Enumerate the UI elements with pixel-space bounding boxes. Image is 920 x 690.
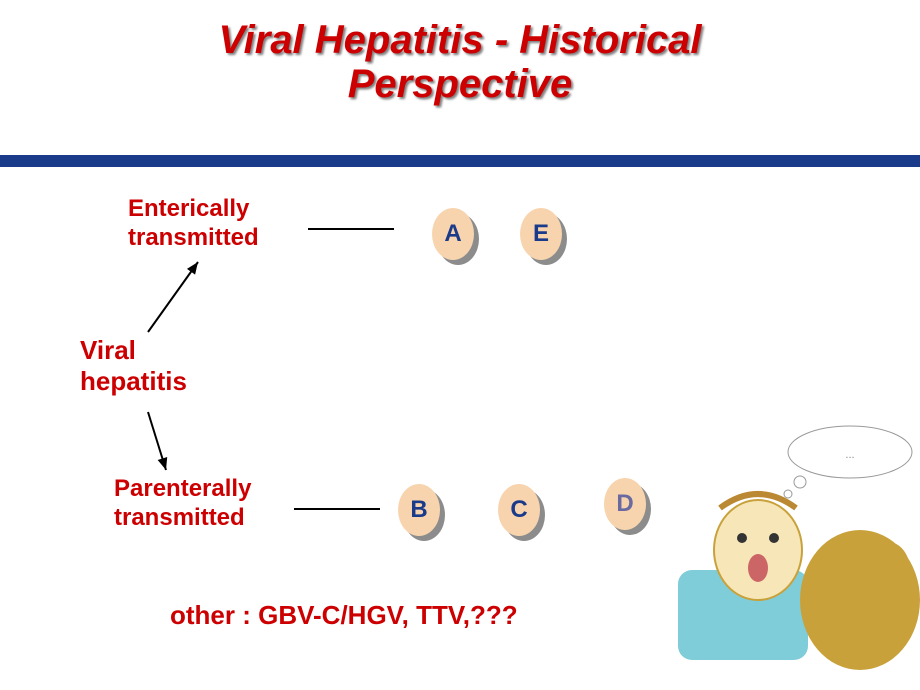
- speech-text: ...: [845, 449, 854, 461]
- title-line-2: Perspective: [0, 62, 920, 106]
- title-line-1: Viral Hepatitis - Historical: [0, 18, 920, 62]
- branch-top-label: Entericallytransmitted: [128, 195, 259, 253]
- branch-bottom-label: Parenterallytransmitted: [114, 475, 251, 533]
- node-b: B: [398, 484, 440, 536]
- slide-title: Viral Hepatitis - Historical Perspective: [0, 0, 920, 106]
- other-text: other : GBV-C/HGV, TTV,???: [170, 600, 518, 631]
- node-e: E: [520, 208, 562, 260]
- node-d: D: [604, 478, 646, 530]
- connector-bottom: [294, 508, 380, 510]
- root-label: Viralhepatitis: [80, 335, 187, 397]
- divider-bar: [0, 155, 920, 167]
- cartoon-illustration: ...: [670, 420, 920, 680]
- node-a: A: [432, 208, 474, 260]
- node-c: C: [498, 484, 540, 536]
- connector-top: [308, 228, 394, 230]
